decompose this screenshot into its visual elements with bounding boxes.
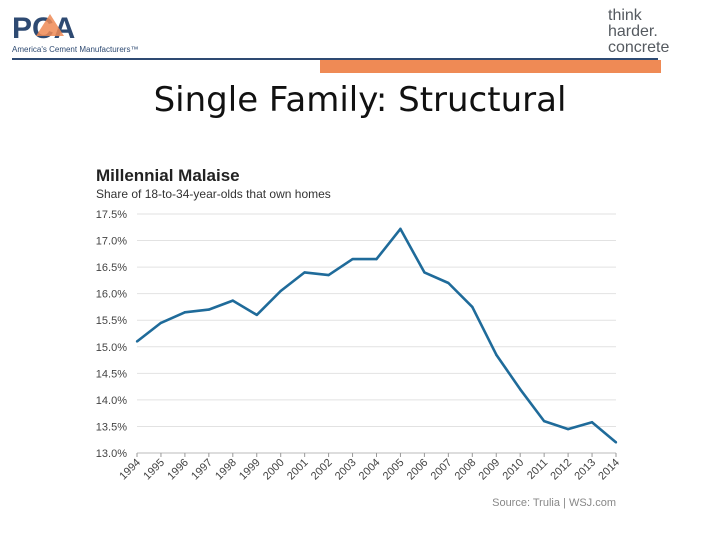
data-point — [495, 353, 498, 356]
data-point — [519, 388, 522, 391]
data-point — [327, 273, 330, 277]
y-tick-label: 16.0% — [96, 289, 127, 301]
x-tick-label: 2000 — [261, 457, 287, 483]
slide-title: Single Family: Structural — [153, 80, 567, 120]
pca-logo-tagline: America's Cement Manufacturers™ — [12, 45, 138, 54]
x-tick-label: 2013 — [572, 457, 598, 483]
data-point — [375, 257, 378, 261]
x-tick-label: 2007 — [429, 457, 455, 483]
data-point — [542, 419, 546, 423]
data-point — [207, 308, 211, 311]
data-point — [566, 427, 570, 431]
data-point — [231, 299, 234, 302]
y-tick-label: 15.0% — [96, 342, 127, 354]
logo-line-concrete: concrete — [608, 39, 669, 56]
logo-line-think: think — [608, 7, 643, 24]
chart-title: Millennial Malaise — [96, 166, 240, 185]
grid-layer — [137, 213, 616, 454]
pca-logo: PCA America's Cement Manufacturers™ — [12, 12, 138, 54]
data-point — [399, 227, 402, 231]
data-point — [351, 257, 354, 261]
data-point — [159, 321, 163, 325]
x-tick-label: 2011 — [525, 457, 550, 482]
logo-line-harder: harder. — [608, 23, 658, 40]
y-tick-label: 14.5% — [96, 368, 127, 380]
data-point — [614, 441, 618, 444]
data-point — [255, 313, 258, 317]
data-point — [279, 289, 282, 293]
data-point — [590, 420, 594, 424]
chart-subtitle: Share of 18-to-34-year-olds that own hom… — [96, 187, 331, 201]
y-tick-label: 13.0% — [96, 448, 127, 460]
y-tick-labels: 13.0% 13.5% 14.0% 14.5% 15.0% 15.5% 16.0% 16.5%… — [96, 209, 127, 460]
series-line — [136, 227, 617, 444]
x-tick-label: 2003 — [333, 457, 359, 483]
x-tick-label: 1999 — [237, 457, 263, 483]
x-tick-label: 2001 — [285, 457, 311, 483]
x-tick-label: 1997 — [189, 457, 215, 483]
series-layer — [135, 227, 618, 444]
y-tick-label: 13.5% — [96, 421, 127, 433]
x-tick-label: 2008 — [453, 457, 479, 483]
data-point — [423, 271, 426, 274]
y-tick-label: 16.5% — [96, 262, 127, 274]
y-tick-label: 14.0% — [96, 395, 127, 407]
x-tick-labels: 1994199519961997199819992000200120022003… — [117, 453, 622, 482]
x-tick-label: 2009 — [477, 457, 503, 483]
x-tick-label: 2012 — [548, 457, 574, 483]
think-harder-concrete-logo: think harder. concrete — [608, 7, 669, 56]
x-tick-label: 2014 — [596, 457, 622, 483]
header-accent-bar — [320, 60, 661, 73]
x-tick-label: 1998 — [213, 457, 239, 483]
x-tick-label: 1996 — [165, 457, 191, 483]
x-tick-label: 2002 — [309, 457, 335, 483]
data-point — [135, 340, 139, 343]
pca-logo-mark — [36, 14, 64, 36]
x-tick-label: 2004 — [357, 457, 383, 483]
x-tick-label: 1995 — [141, 457, 167, 483]
data-point — [447, 281, 450, 285]
chart-source: Source: Trulia | WSJ.com — [492, 497, 616, 509]
y-tick-label: 17.0% — [96, 236, 127, 248]
data-point — [471, 305, 474, 309]
y-tick-label: 17.5% — [96, 209, 127, 221]
x-tick-label: 2006 — [405, 457, 431, 483]
y-tick-label: 15.5% — [96, 315, 127, 327]
x-tick-label: 1994 — [117, 457, 143, 483]
data-point — [183, 311, 187, 314]
data-point — [303, 271, 306, 274]
header-rule — [12, 58, 658, 60]
x-tick-label: 2010 — [501, 457, 527, 483]
x-tick-label: 2005 — [381, 457, 407, 483]
